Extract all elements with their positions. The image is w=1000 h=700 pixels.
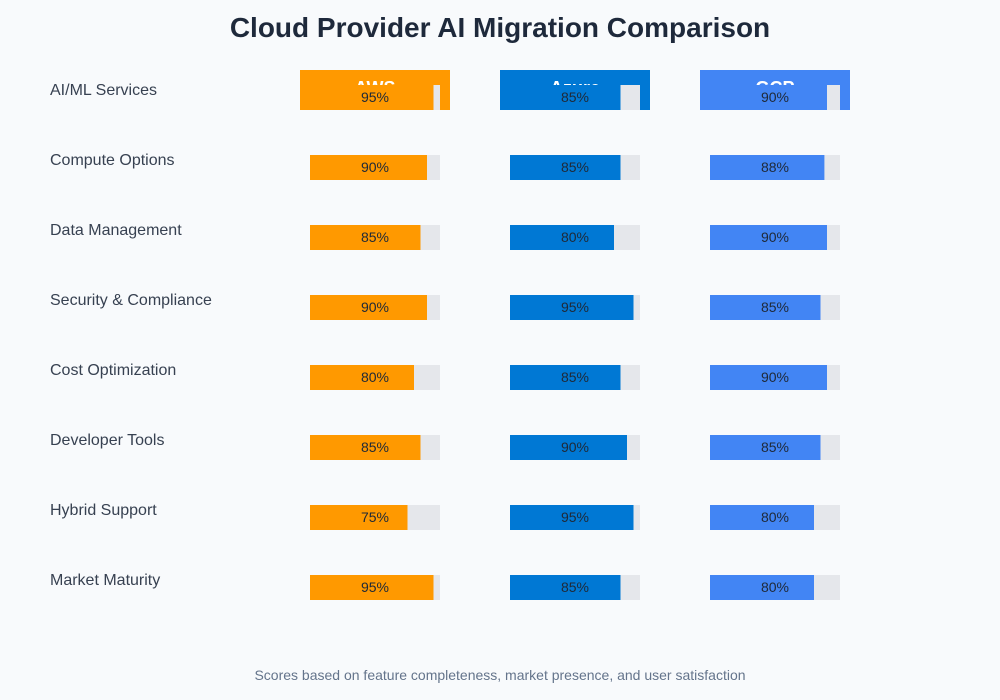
bar-gcp xyxy=(710,155,825,180)
bar-aws xyxy=(310,155,427,180)
row-label: Market Maturity xyxy=(50,572,160,589)
value-label-aws: 85% xyxy=(361,439,389,455)
value-label-aws: 75% xyxy=(361,509,389,525)
value-label-gcp: 85% xyxy=(761,299,789,315)
bar-azure xyxy=(510,505,634,530)
chart-row: Market Maturity 95% 85% 80% xyxy=(50,572,840,600)
value-label-gcp: 88% xyxy=(761,159,789,175)
bar-aws xyxy=(310,365,414,390)
value-label-azure: 85% xyxy=(561,89,589,105)
value-label-gcp: 90% xyxy=(761,229,789,245)
value-label-aws: 90% xyxy=(361,299,389,315)
row-label: Compute Options xyxy=(50,152,175,169)
value-label-azure: 85% xyxy=(561,579,589,595)
chart-row: Security & Compliance 90% 95% 85% xyxy=(50,292,840,320)
bar-gcp xyxy=(710,85,827,110)
bar-aws xyxy=(310,505,408,530)
bar-aws xyxy=(310,435,421,460)
value-label-azure: 85% xyxy=(561,369,589,385)
value-label-azure: 95% xyxy=(561,509,589,525)
row-label: Developer Tools xyxy=(50,432,164,449)
bar-aws xyxy=(310,85,434,110)
bar-gcp xyxy=(710,435,821,460)
bar-azure xyxy=(510,575,621,600)
bar-aws xyxy=(310,225,421,250)
value-label-aws: 80% xyxy=(361,369,389,385)
value-label-azure: 95% xyxy=(561,299,589,315)
chart-row: AI/ML Services 95% 85% 90% xyxy=(50,82,840,110)
bar-azure xyxy=(510,295,634,320)
chart-row: Data Management 85% 80% 90% xyxy=(50,222,840,250)
row-label: Data Management xyxy=(50,222,182,239)
row-label: AI/ML Services xyxy=(50,82,157,99)
chart-row: Compute Options 90% 85% 88% xyxy=(50,152,840,180)
value-label-aws: 95% xyxy=(361,89,389,105)
bar-gcp xyxy=(710,575,814,600)
value-label-aws: 90% xyxy=(361,159,389,175)
chart-row: Developer Tools 85% 90% 85% xyxy=(50,432,840,460)
bar-azure xyxy=(510,435,627,460)
bar-aws xyxy=(310,295,427,320)
bar-azure xyxy=(510,155,621,180)
value-label-azure: 85% xyxy=(561,159,589,175)
bar-aws xyxy=(310,575,434,600)
bar-gcp xyxy=(710,295,821,320)
bar-gcp xyxy=(710,225,827,250)
value-label-gcp: 90% xyxy=(761,369,789,385)
chart-footnote: Scores based on feature completeness, ma… xyxy=(254,667,746,683)
value-label-gcp: 80% xyxy=(761,579,789,595)
value-label-gcp: 85% xyxy=(761,439,789,455)
bar-gcp xyxy=(710,365,827,390)
value-label-aws: 85% xyxy=(361,229,389,245)
chart-title: Cloud Provider AI Migration Comparison xyxy=(229,12,771,43)
value-label-gcp: 90% xyxy=(761,89,789,105)
row-label: Cost Optimization xyxy=(50,362,176,379)
chart-row: Hybrid Support 75% 95% 80% xyxy=(50,502,840,530)
value-label-azure: 80% xyxy=(561,229,589,245)
row-label: Hybrid Support xyxy=(50,502,157,519)
bar-gcp xyxy=(710,505,814,530)
value-label-aws: 95% xyxy=(361,579,389,595)
row-label: Security & Compliance xyxy=(50,292,212,309)
bar-azure xyxy=(510,225,614,250)
chart-row: Cost Optimization 80% 85% 90% xyxy=(50,362,840,390)
bar-azure xyxy=(510,365,621,390)
bar-azure xyxy=(510,85,621,110)
value-label-gcp: 80% xyxy=(761,509,789,525)
value-label-azure: 90% xyxy=(561,439,589,455)
